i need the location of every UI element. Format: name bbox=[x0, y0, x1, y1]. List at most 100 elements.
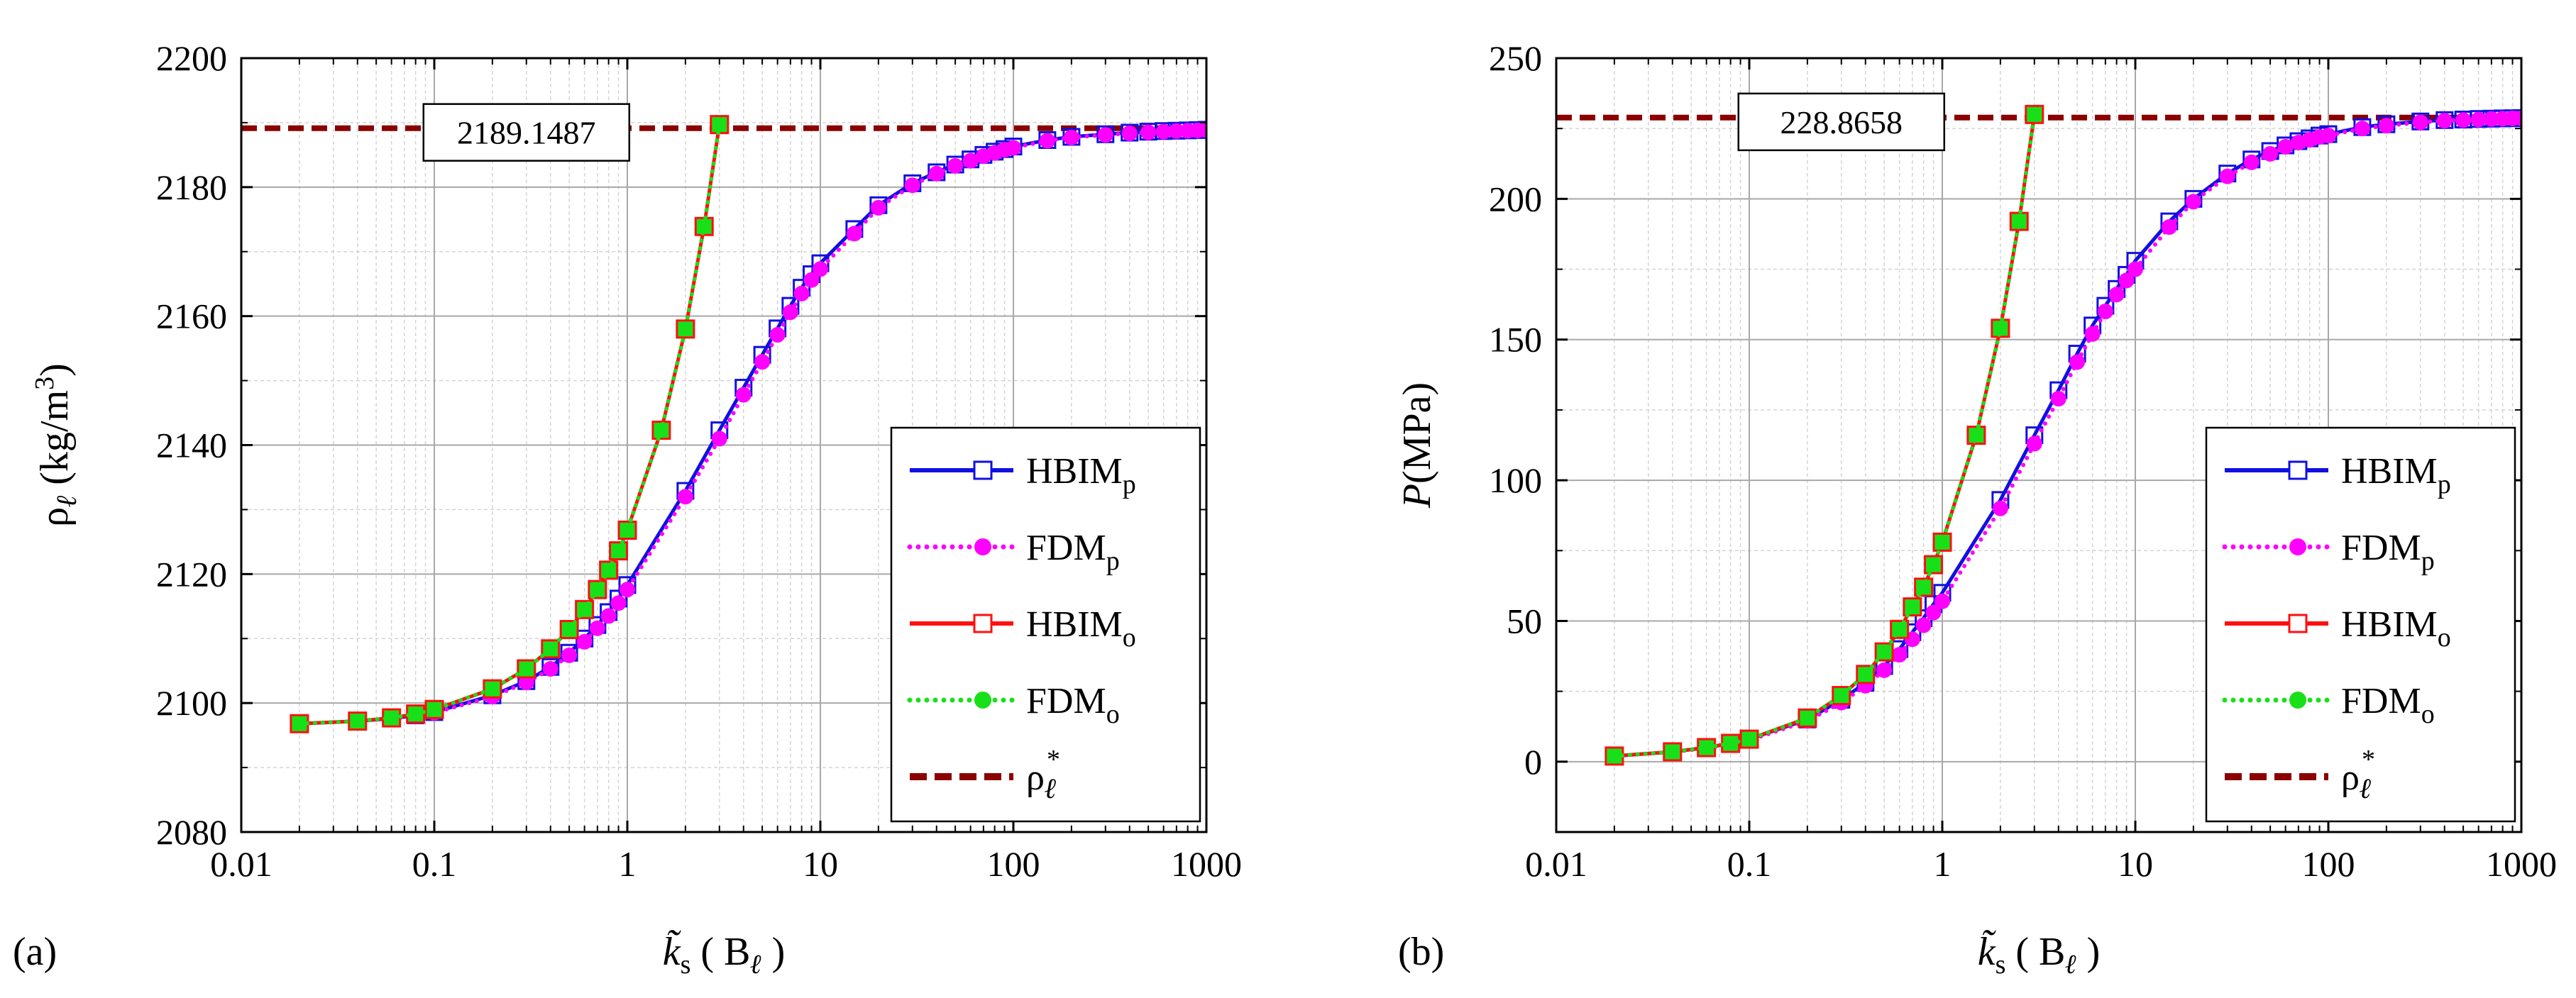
legend-label: FDMp bbox=[2341, 528, 2435, 576]
legend-label-name: ρ bbox=[2341, 758, 2360, 798]
x-tick-label: 1000 bbox=[1171, 844, 1242, 884]
data-point-FDM-p bbox=[2455, 112, 2472, 128]
x-label-paren-close: ) bbox=[762, 930, 786, 974]
data-point-FDM-p bbox=[1925, 604, 1942, 621]
x-label-sub2: ℓ bbox=[750, 950, 761, 980]
legend-label-sub: p bbox=[2421, 546, 2435, 576]
data-point-FDM-o bbox=[588, 580, 607, 599]
data-point-FDM-p bbox=[928, 165, 945, 182]
data-point-FDM-o bbox=[617, 521, 637, 540]
data-point-FDM-p bbox=[947, 157, 964, 174]
data-point-FDM-p bbox=[803, 272, 820, 288]
legend-marker bbox=[973, 614, 993, 633]
legend-label-name: FDM bbox=[2341, 681, 2421, 721]
data-point-FDM-p bbox=[610, 595, 627, 611]
x-tick-label: 0.01 bbox=[210, 844, 273, 884]
reference-value-text: 228.8658 bbox=[1780, 104, 1903, 140]
data-point-FDM-o bbox=[424, 699, 444, 719]
x-tick-label: 1000 bbox=[2486, 844, 2557, 884]
data-point-FDM-o bbox=[1739, 729, 1759, 749]
x-tick-label: 0.01 bbox=[1525, 844, 1587, 884]
legend-label-sub: o bbox=[1106, 699, 1120, 729]
data-point-FDM-p bbox=[1168, 123, 1184, 139]
y-label-rest: (MPa) bbox=[1395, 382, 1439, 484]
y-label-main: ρ bbox=[33, 507, 77, 527]
x-label-main: k̃ bbox=[1978, 929, 1997, 974]
data-point-FDM-p bbox=[542, 660, 558, 677]
x-label-main: k̃ bbox=[663, 929, 682, 974]
data-point-FDM-p bbox=[2378, 118, 2394, 134]
data-point-FDM-p bbox=[600, 608, 617, 624]
legend-label: FDMo bbox=[2341, 681, 2435, 729]
reference-label: 2189.1487 bbox=[422, 103, 631, 162]
data-point-FDM-p bbox=[2118, 272, 2135, 289]
legend-label: FDMp bbox=[1026, 528, 1120, 576]
y-axis-label: P(MPa) bbox=[1395, 382, 1439, 509]
legend-label-name: HBIM bbox=[2341, 451, 2438, 492]
chart-panel-a: 2189.1487 0.01 0.1 1 10 100 1000 2080 2100 2120 21… bbox=[13, 38, 1242, 980]
data-point-FDM-o bbox=[1856, 665, 1876, 684]
legend-label: HBIMp bbox=[2341, 451, 2451, 499]
y-tick-label: 50 bbox=[1507, 601, 1542, 641]
data-point-FDM-p bbox=[620, 582, 635, 598]
data-point-FDM-p bbox=[2108, 287, 2125, 303]
data-point-FDM-p bbox=[1876, 662, 1893, 678]
legend-label-name: HBIM bbox=[1026, 604, 1123, 645]
data-point-FDM-p bbox=[813, 261, 828, 277]
data-point-FDM-p bbox=[754, 354, 771, 370]
plot-area bbox=[241, 115, 1206, 733]
data-point-FDM-p bbox=[2436, 113, 2453, 129]
y-label-main: P bbox=[1395, 484, 1439, 509]
data-point-FDM-p bbox=[1934, 593, 1950, 609]
legend-label-name: ρ bbox=[1026, 758, 1045, 798]
data-point-FDM-p bbox=[1199, 122, 1206, 138]
legend-label: ρℓ* bbox=[2341, 745, 2375, 804]
data-point-FDM-p bbox=[1097, 127, 1113, 143]
data-point-FDM-p bbox=[735, 387, 752, 403]
data-point-FDM-o bbox=[1874, 642, 1894, 662]
legend-marker bbox=[2288, 614, 2308, 633]
data-point-FDM-p bbox=[2243, 154, 2259, 170]
data-point-FDM-p bbox=[2026, 436, 2042, 452]
data-point-FDM-p bbox=[782, 304, 798, 321]
x-tick-label: 1 bbox=[619, 844, 637, 884]
x-tick-label: 0.1 bbox=[412, 844, 457, 884]
legend-marker bbox=[2289, 538, 2306, 555]
panel-label: (b) bbox=[1398, 930, 1444, 974]
plot-area bbox=[1556, 104, 2521, 766]
axes-frame bbox=[1555, 57, 2523, 833]
reference-label-box bbox=[422, 103, 631, 162]
legend-label: FDMo bbox=[1026, 681, 1120, 729]
legend-marker bbox=[974, 538, 991, 555]
chart-panel-b: 228.8658 0.01 0.1 1 10 100 1000 0 50 100 150 200 250… bbox=[1395, 38, 2557, 980]
data-point-FDM-p bbox=[576, 633, 593, 650]
data-point-FDM-p bbox=[2069, 354, 2086, 370]
legend-marker bbox=[2289, 692, 2306, 709]
legend-label-sub: ℓ bbox=[2360, 772, 2372, 804]
data-point-FDM-p bbox=[1039, 133, 1055, 149]
y-tick-label: 150 bbox=[1489, 320, 1542, 360]
legend-label-sup: * bbox=[1047, 745, 1060, 775]
data-point-FDM-p bbox=[2412, 114, 2428, 131]
x-label-sub: s bbox=[1996, 950, 2006, 980]
reference-value-text: 2189.1487 bbox=[457, 115, 596, 151]
series-line-FDM-o bbox=[1612, 112, 2037, 758]
data-point-FDM-p bbox=[2097, 304, 2113, 320]
legend-label: HBIMo bbox=[2341, 604, 2451, 653]
legend-label-name: FDM bbox=[1026, 528, 1106, 568]
data-point-FDM-p bbox=[2470, 111, 2487, 128]
data-point-FDM-p bbox=[2084, 326, 2101, 342]
legend-label-sub: p bbox=[1106, 546, 1120, 576]
data-point-FDM-p bbox=[2483, 111, 2499, 127]
legend-label: ρℓ* bbox=[1026, 745, 1060, 804]
data-point-FDM-p bbox=[2321, 128, 2336, 144]
legend-label-name: FDM bbox=[1026, 681, 1106, 721]
data-point-FDM-o bbox=[676, 319, 695, 339]
data-point-FDM-o bbox=[1924, 555, 1944, 575]
data-point-FDM-o bbox=[517, 659, 536, 679]
data-point-FDM-p bbox=[561, 647, 578, 663]
data-point-FDM-p bbox=[769, 327, 786, 343]
